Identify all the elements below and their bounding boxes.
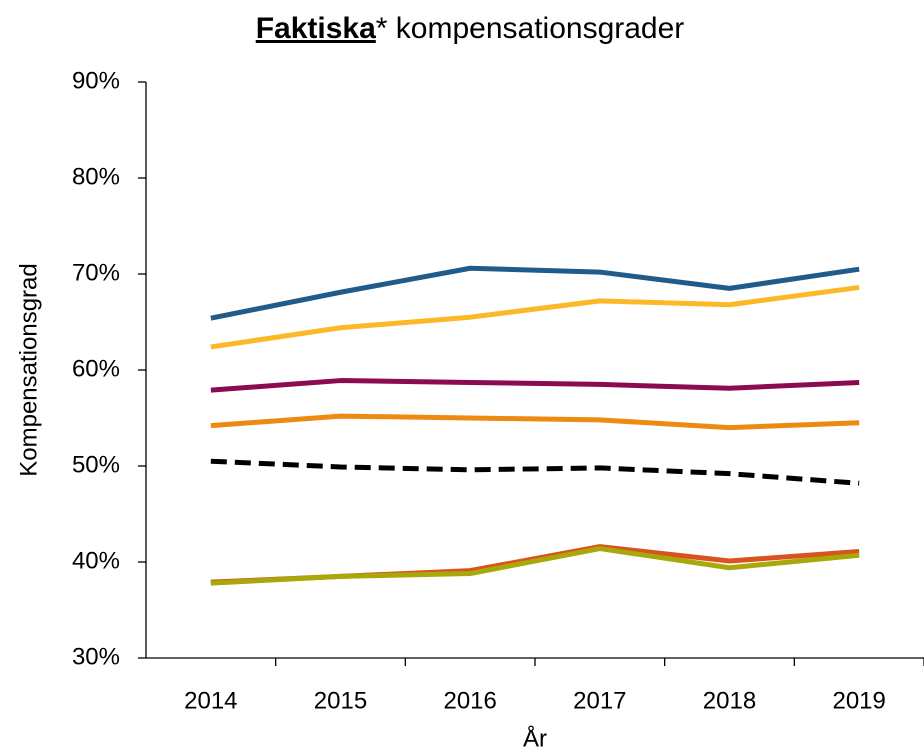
title-rest: * kompensationsgrader (376, 12, 685, 45)
series-line (210, 413, 860, 431)
x-tick-label: 2015 (314, 687, 367, 714)
y-tick-label: 90% (72, 67, 120, 94)
x-tick-label: 2017 (573, 687, 626, 714)
y-tick-label: 30% (72, 643, 120, 670)
y-axis-label: Kompensationsgrad (15, 263, 42, 476)
x-tick-label: 2016 (443, 687, 496, 714)
series-line (210, 284, 860, 350)
x-axis-label: År (523, 724, 547, 752)
y-tick-label: 80% (72, 163, 120, 190)
series-line (210, 458, 860, 486)
y-tick-label: 60% (72, 355, 120, 382)
series-line (210, 378, 860, 393)
series-line (210, 265, 860, 321)
y-tick-label: 70% (72, 259, 120, 286)
series-line (210, 546, 860, 586)
title-emphasis: Faktiska (256, 12, 376, 45)
chart-title: Faktiska* kompensationsgrader (256, 12, 685, 45)
y-tick-label: 40% (72, 547, 120, 574)
x-tick-label: 2014 (184, 687, 237, 714)
x-tick-label: 2019 (832, 687, 885, 714)
x-tick-label: 2018 (703, 687, 756, 714)
y-tick-label: 50% (72, 451, 120, 478)
